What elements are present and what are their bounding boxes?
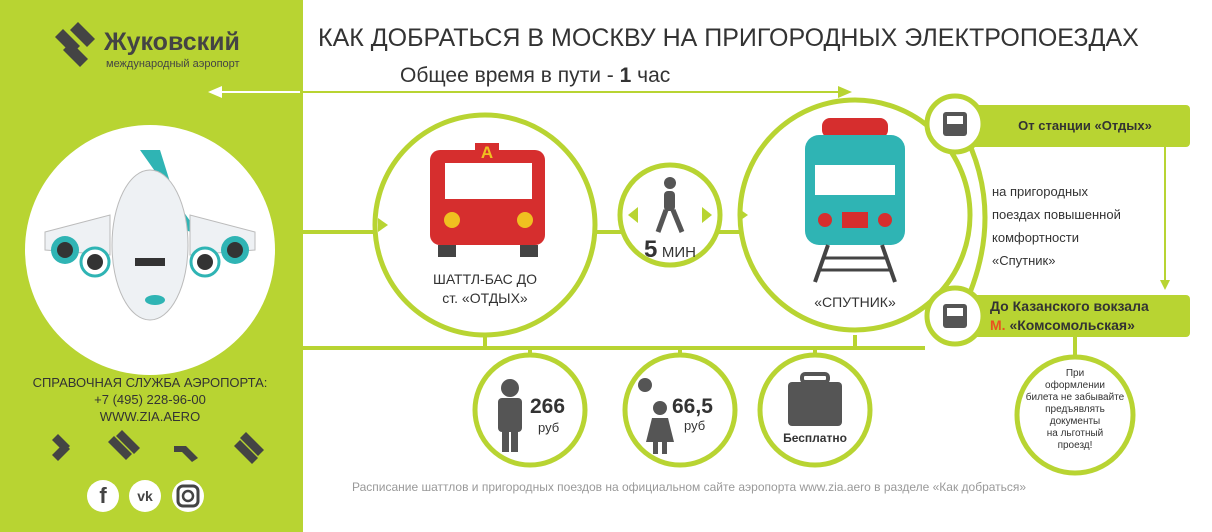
walk-time-value: 5 — [644, 236, 658, 263]
footer-note: Расписание шаттлов и пригородных поездов… — [352, 480, 1027, 494]
contacts-label: СПРАВОЧНАЯ СЛУЖБА АЭРОПОРТА: — [32, 375, 268, 390]
note-circle — [1014, 354, 1136, 476]
note-line: проезд! — [1057, 440, 1093, 451]
note-line: билета не забывайте — [1025, 392, 1125, 403]
note-line: предъявлять — [1045, 404, 1105, 415]
bus-route-badge: А — [480, 143, 494, 162]
walk-time: 5 МИН — [630, 236, 710, 264]
vk-icon — [129, 480, 161, 512]
page-title: КАК ДОБРАТЬСЯ В МОСКВУ НА ПРИГОРОДНЫХ ЭЛ… — [318, 24, 1139, 52]
walking-person-icon — [655, 177, 685, 233]
child-price: 66,5 — [672, 395, 713, 418]
logo-name: Жуковский — [104, 28, 240, 56]
train-label: «СПУТНИК» — [814, 294, 896, 310]
total-time-unit: час — [637, 64, 671, 87]
route-from: От станции «Отдых» — [1018, 118, 1152, 133]
tram-icon — [943, 112, 967, 136]
adult-icon — [498, 379, 522, 452]
note-line: При — [1065, 368, 1085, 379]
route-to: До Казанского вокзала М. «Комсомольская» — [990, 297, 1149, 335]
route-description-line: поездах повышенной — [992, 207, 1121, 222]
tram-icon — [943, 304, 967, 328]
route-description-line: комфортности — [992, 230, 1079, 245]
contacts-phone: +7 (495) 228-96-00 — [94, 392, 206, 407]
brand-pattern-icon — [52, 430, 264, 464]
bus-label-line: ШАТТЛ-БАС ДО — [432, 271, 537, 287]
route-description-line: «Спутник» — [992, 253, 1056, 268]
route-description: на пригородных поездах повышенной комфор… — [992, 180, 1121, 272]
walk-circle — [617, 162, 723, 268]
metro-station: «Комсомольская» — [1009, 317, 1135, 333]
logo-mark-icon — [55, 22, 95, 67]
adult-price-unit: руб — [538, 420, 560, 435]
facebook-icon — [87, 480, 119, 512]
ticket-note: При оформлении билета не забывайте предъ… — [1020, 368, 1130, 452]
luggage-icon — [788, 372, 842, 426]
total-time-value: 1 — [619, 64, 632, 87]
metro-prefix: М. — [990, 317, 1006, 333]
walk-time-unit: МИН — [661, 244, 696, 261]
bus-label-line: ст. «ОТДЫХ» — [442, 290, 528, 306]
note-line: на льготный — [1046, 428, 1104, 439]
luggage-price: Бесплатно — [783, 431, 847, 445]
contacts: СПРАВОЧНАЯ СЛУЖБА АЭРОПОРТА: +7 (495) 22… — [0, 374, 300, 425]
route-description-line: на пригородных — [992, 184, 1089, 199]
facebook-link[interactable]: f — [99, 483, 107, 508]
note-line: документы — [1049, 416, 1101, 427]
total-time: Общее время в пути - 1 час — [400, 64, 670, 88]
plane-icon — [44, 150, 256, 321]
contacts-site[interactable]: WWW.ZIA.AERO — [99, 409, 201, 424]
vk-link[interactable]: vk — [137, 488, 153, 504]
logo-subtitle: международный аэропорт — [106, 58, 240, 70]
bus-icon — [430, 143, 545, 257]
child-price-unit: руб — [684, 418, 706, 433]
note-line: оформлении — [1045, 380, 1105, 391]
child-icon — [638, 378, 674, 454]
bus-label: ШАТТЛ-БАС ДО ст. «ОТДЫХ» — [405, 270, 565, 308]
train-icon — [805, 118, 905, 283]
adult-price: 266 — [530, 395, 566, 418]
instagram-link[interactable] — [172, 480, 204, 512]
total-time-label: Общее время в пути - — [400, 64, 614, 87]
route-to-station: До Казанского вокзала — [990, 298, 1149, 314]
